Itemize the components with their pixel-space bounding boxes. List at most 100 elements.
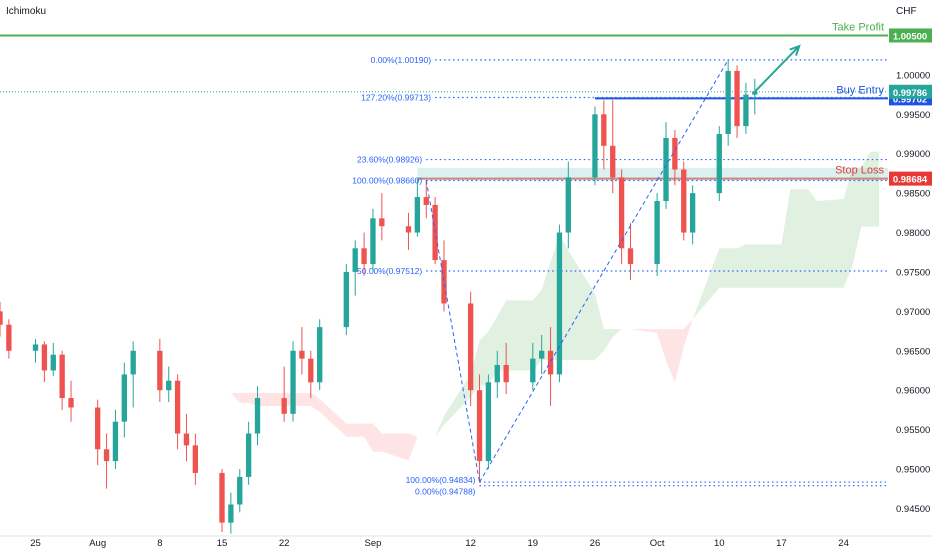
- cloud-segment: [222, 387, 231, 393]
- x-tick-label: 25: [30, 538, 41, 549]
- cloud-segment: [781, 189, 791, 288]
- ichimoku-cloud: [124, 151, 880, 461]
- cloud-segment: [124, 324, 134, 338]
- x-tick-label: Oct: [650, 538, 665, 549]
- candle-body: [219, 472, 225, 523]
- stop-loss-tag-value: 0.98684: [893, 175, 928, 186]
- cloud-segment: [355, 423, 365, 437]
- cloud-segment: [843, 167, 853, 288]
- cloud-segment: [754, 244, 782, 288]
- candle-body: [361, 248, 367, 265]
- x-tick-label: 10: [714, 538, 725, 549]
- cloud-segment: [541, 262, 551, 360]
- buy-entry-label: Buy Entry: [836, 84, 884, 96]
- take-profit-label: Take Profit: [832, 21, 884, 33]
- y-axis: 1.00000 0.99500 0.99000 0.98500 0.98000 0.975…: [896, 70, 930, 515]
- y-tick-label: 0.98500: [896, 189, 930, 200]
- cloud-segment: [852, 167, 862, 267]
- x-tick-label: 15: [217, 538, 228, 549]
- fib-level-label: 50.00%(0.97512): [357, 266, 422, 276]
- take-profit-tag-value: 1.00500: [893, 31, 927, 42]
- fib-level-label: 100.00%(0.98660): [352, 176, 422, 186]
- cloud-segment: [364, 423, 373, 452]
- candle-body: [627, 248, 634, 265]
- cloud-segment: [497, 300, 507, 371]
- cloud-segment: [372, 423, 382, 452]
- y-tick-label: 0.95000: [896, 465, 930, 476]
- candle-body: [174, 380, 181, 434]
- cloud-segment: [799, 189, 809, 288]
- cloud-segment: [301, 392, 311, 406]
- cloud-segment: [177, 347, 187, 362]
- cloud-segment: [444, 374, 471, 425]
- cloud-segment: [381, 433, 409, 461]
- x-tick-label: 24: [838, 538, 849, 549]
- stop-loss-zone: [417, 167, 888, 181]
- last-price-tag-value: 0.99786: [893, 88, 927, 99]
- candle-body: [237, 476, 243, 505]
- candle-body: [0, 311, 3, 325]
- y-tick-label: 0.99000: [896, 149, 930, 160]
- fib-level-label: 0.00%(0.94788): [415, 487, 476, 497]
- y-tick-label: 0.96500: [896, 346, 930, 357]
- candle-body: [485, 382, 492, 462]
- candle-body: [103, 449, 110, 462]
- cloud-segment: [594, 293, 604, 360]
- cloud-segment: [719, 248, 729, 288]
- cloud-segment: [657, 329, 666, 361]
- fib-zigzag: [425, 44, 801, 483]
- candle-body: [672, 137, 678, 170]
- candle-body: [441, 260, 447, 304]
- candle-body: [59, 354, 65, 399]
- target-arrow-head-icon: [789, 44, 801, 56]
- cloud-segment: [186, 361, 196, 367]
- y-tick-label: 0.99500: [896, 110, 930, 121]
- candle-body: [166, 380, 172, 391]
- candle-body: [299, 350, 305, 359]
- candle-body: [503, 364, 509, 383]
- candle-body: [610, 145, 616, 178]
- fib-level-label: 0.00%(1.00190): [371, 55, 432, 65]
- cloud-segment: [408, 433, 418, 461]
- cloud-segment: [674, 329, 684, 383]
- candle-body: [601, 114, 607, 146]
- stop-loss-label: Stop Loss: [835, 165, 884, 177]
- cloud-segment: [745, 244, 755, 288]
- cloud-segment: [728, 248, 738, 288]
- candle-body: [681, 169, 687, 233]
- candle-body: [752, 91, 758, 95]
- candle-body: [565, 177, 571, 233]
- candle-body: [494, 364, 500, 383]
- cloud-segment: [692, 248, 720, 320]
- y-tick-label: 0.97500: [896, 267, 930, 278]
- candle-body: [245, 433, 252, 477]
- target-arrow-shaft: [754, 45, 800, 93]
- x-tick-label: 8: [157, 538, 162, 549]
- fib-level-label: 100.00%(0.94834): [406, 475, 476, 485]
- candle-body: [379, 218, 385, 227]
- fib-level-label: 23.60%(0.98926): [357, 155, 422, 165]
- x-tick-label: 19: [528, 538, 539, 549]
- fibonacci-levels: 0.00%(1.00190) 127.20%(0.99713) 23.60%(0.9…: [352, 55, 888, 497]
- price-tags: 1.00500 0.99702 0.98684 0.99786: [889, 28, 932, 186]
- indicator-label: Ichimoku: [6, 6, 46, 17]
- candle-body: [405, 226, 412, 233]
- candle-body: [716, 134, 722, 194]
- cloud-segment: [666, 329, 675, 383]
- y-tick-label: 0.96000: [896, 386, 930, 397]
- cloud-segment: [506, 300, 533, 371]
- x-axis: 25 Aug 8 15 22 Sep 12 19 26 Oct 10 17 24: [30, 538, 849, 549]
- y-tick-label: 1.00000: [896, 70, 930, 81]
- cloud-segment: [239, 392, 249, 403]
- cloud-segment: [737, 244, 746, 288]
- y-tick-label: 0.94500: [896, 504, 930, 515]
- candle-body: [228, 504, 234, 523]
- candle-body: [689, 193, 696, 233]
- x-tick-label: 17: [776, 538, 787, 549]
- cloud-segment: [532, 289, 542, 371]
- candle-body: [370, 218, 376, 265]
- take-profit-tag-bg: [889, 28, 932, 43]
- candle-body: [467, 303, 474, 391]
- buy-entry-tag-value: 0.99702: [893, 94, 927, 105]
